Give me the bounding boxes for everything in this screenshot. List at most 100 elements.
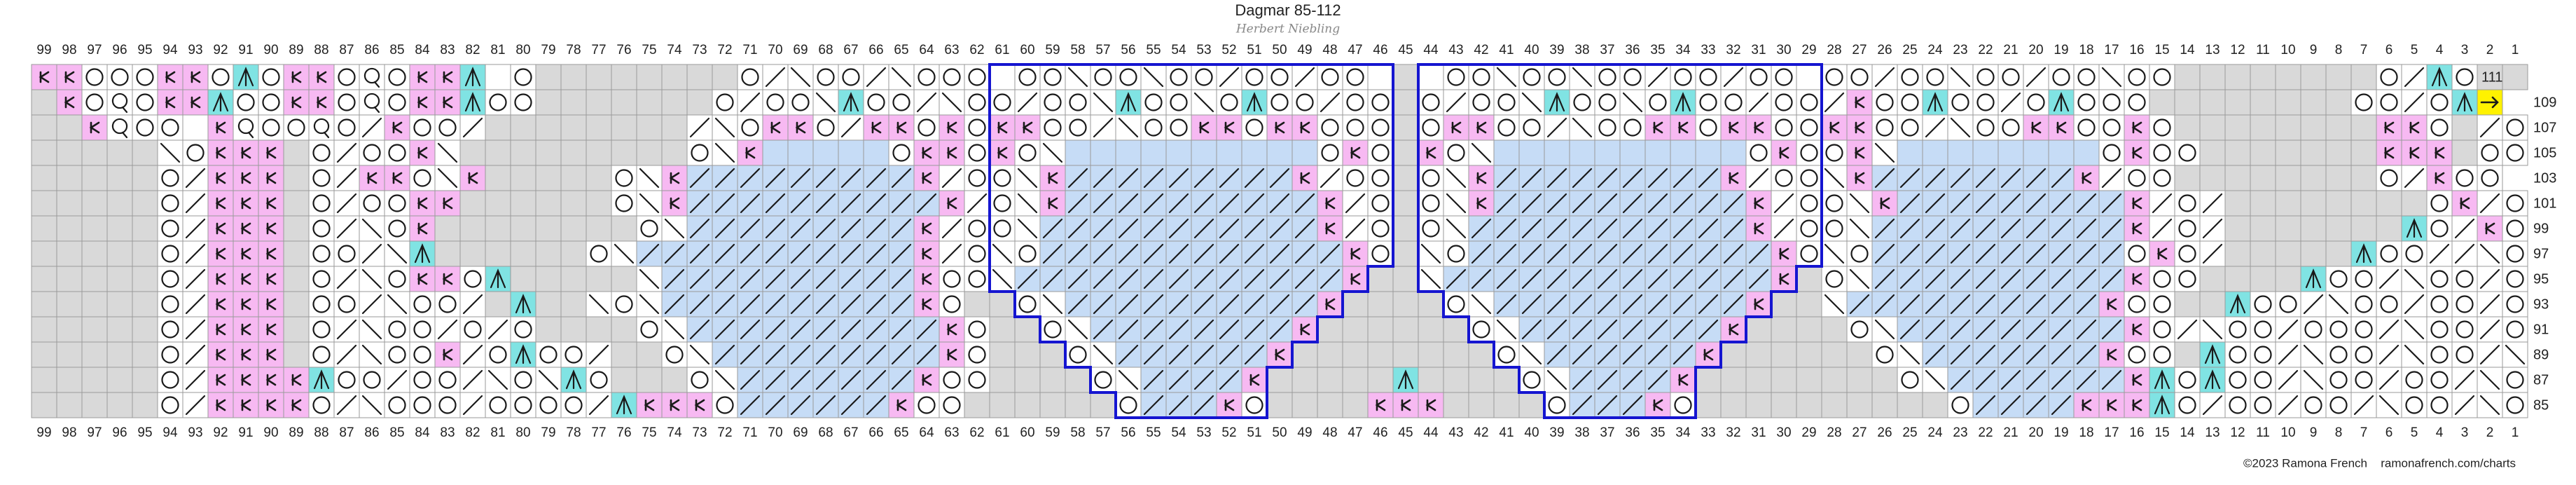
knit-tbl	[1047, 197, 1058, 210]
column-number: 48	[1322, 425, 1337, 440]
stitch-cell	[586, 190, 612, 217]
k2tog	[1168, 294, 1189, 315]
yarn-over	[2254, 396, 2272, 414]
region-outline	[1417, 63, 1823, 419]
stitch-cell	[106, 266, 133, 292]
k2tog	[387, 369, 408, 390]
stitch-cell	[485, 240, 511, 267]
stitch-cell	[1292, 367, 1318, 393]
k2tog	[1521, 268, 1542, 289]
chart-row	[31, 190, 2528, 217]
k2tog	[1622, 243, 1643, 264]
yarn-over	[1245, 118, 1263, 137]
stitch-cell	[1292, 139, 1318, 166]
stitch-cell	[863, 139, 889, 166]
yarn-over	[615, 194, 633, 212]
column-number: 31	[1751, 43, 1766, 57]
k2tog	[336, 268, 357, 289]
stitch-cell	[2023, 114, 2049, 141]
yarn-over	[2254, 320, 2272, 339]
stitch-cell	[106, 165, 133, 191]
stitch-cell	[485, 114, 511, 141]
knit-tbl	[215, 172, 226, 184]
ssk	[1193, 92, 1214, 113]
k2tog	[185, 369, 206, 390]
k2tog	[2026, 67, 2047, 88]
stitch-cell	[459, 190, 486, 217]
stitch-cell	[1392, 392, 1419, 418]
column-number: 78	[566, 43, 581, 57]
k2tog	[1647, 344, 1668, 365]
ssk	[1824, 243, 1845, 264]
knit-tbl	[392, 172, 403, 184]
yarn-over	[2077, 93, 2096, 111]
stitch-cell	[2300, 89, 2327, 116]
double-decrease	[464, 92, 481, 112]
k2tog	[1093, 319, 1114, 340]
column-number: 49	[1297, 43, 1312, 57]
stitch-cell	[132, 392, 158, 418]
knit-tbl	[2081, 172, 2092, 184]
stitch-cell	[1266, 392, 1293, 418]
k2tog	[714, 294, 735, 315]
k2tog	[1975, 193, 1996, 214]
k2tog	[2051, 319, 2072, 340]
k2tog	[2101, 319, 2122, 340]
ssk	[1118, 369, 1139, 390]
ssk	[1017, 193, 1038, 214]
stitch-cell	[434, 341, 461, 368]
yarn-over	[161, 118, 179, 137]
column-number: 4	[2436, 43, 2444, 57]
stitch-cell	[56, 64, 83, 90]
yarn-over	[161, 270, 179, 288]
yarn-over	[590, 371, 608, 389]
chart-row	[31, 215, 2528, 242]
column-number: 33	[1701, 425, 1715, 440]
yarn-over	[2355, 346, 2373, 364]
k2tog	[1042, 268, 1063, 289]
k2tog	[2152, 193, 2173, 214]
yarn-over	[665, 346, 684, 364]
yarn-over	[2229, 396, 2247, 414]
stitch-cell	[2325, 215, 2352, 242]
k2tog	[1093, 117, 1114, 138]
yarn-over	[1850, 320, 1869, 339]
yarn-over	[1850, 245, 1869, 263]
k2tog	[1168, 268, 1189, 289]
column-number: 92	[213, 43, 228, 57]
yarn-over	[2430, 219, 2449, 238]
k2tog	[765, 168, 786, 189]
k2tog	[336, 142, 357, 163]
k2tog	[1597, 193, 1618, 214]
stitch-cell	[459, 139, 486, 166]
k2tog	[1244, 243, 1265, 264]
k2tog	[790, 193, 811, 214]
knit-tbl	[2131, 222, 2142, 235]
stitch-cell	[1065, 139, 1091, 166]
stitch-cell	[1317, 316, 1343, 343]
knit-tbl	[2131, 374, 2142, 386]
column-number: 7	[2360, 425, 2368, 440]
k2tog	[1143, 193, 1164, 214]
yarn-over	[766, 93, 784, 111]
stitch-cell	[56, 367, 83, 393]
stitch-cell	[434, 215, 461, 242]
stitch-cell	[258, 240, 284, 267]
k2tog	[1874, 67, 1895, 88]
stitch-cell	[258, 165, 284, 191]
knit-tbl	[694, 399, 705, 411]
knit-tbl	[417, 222, 428, 235]
yarn-over	[1371, 245, 1390, 263]
k2tog	[790, 395, 811, 416]
stitch-cell	[560, 266, 587, 292]
knit-tbl	[2131, 273, 2142, 285]
stitch-cell	[2350, 64, 2377, 90]
stitch-cell	[661, 114, 688, 141]
knit-tbl	[215, 146, 226, 159]
column-number: 90	[263, 43, 278, 57]
yarn-over	[1069, 346, 1087, 364]
knit-tbl	[442, 71, 453, 83]
k2tog	[1269, 243, 1290, 264]
yarn-over	[1119, 68, 1137, 86]
column-number: 74	[667, 425, 682, 440]
